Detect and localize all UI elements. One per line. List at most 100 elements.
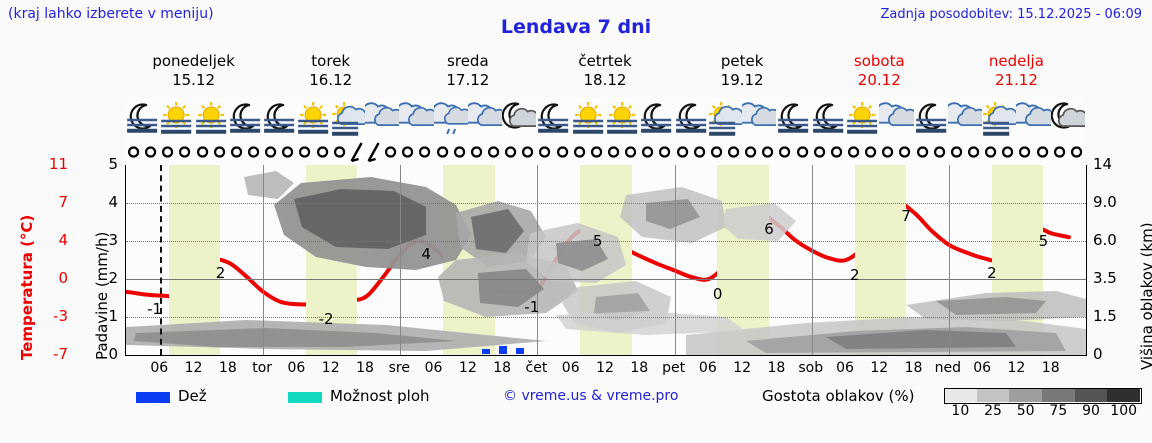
sky-condition-icon-strip bbox=[125, 98, 1085, 140]
cloud-density-number: 100 bbox=[1110, 403, 1138, 419]
day-boundary-gridline bbox=[674, 165, 676, 355]
sky-icon-sun bbox=[296, 98, 330, 140]
precipitation-bar bbox=[482, 349, 490, 354]
precipitation-tick: 3 bbox=[108, 231, 118, 249]
day-date: 18.12 bbox=[583, 71, 627, 89]
wind-calm-icon bbox=[950, 146, 963, 158]
last-updated: Zadnja posodobitev: 15.12.2025 - 06:09 bbox=[880, 7, 1142, 22]
wind-calm-icon bbox=[265, 146, 277, 158]
wind-calm-icon bbox=[556, 146, 568, 158]
cloudheight-tick: 6.0 bbox=[1093, 231, 1117, 249]
sky-icon-moon-cloud bbox=[502, 98, 537, 140]
time-tick: 12 bbox=[184, 360, 203, 376]
sky-icon-sun-cloud bbox=[982, 98, 1017, 140]
wind-calm-icon bbox=[127, 146, 140, 158]
wind-calm-icon bbox=[179, 146, 191, 158]
sky-icon-sun bbox=[194, 98, 228, 140]
wind-calm-icon bbox=[882, 146, 894, 158]
wind-calm-icon bbox=[299, 146, 311, 158]
wind-calm-icon bbox=[333, 146, 345, 158]
precipitation-bar bbox=[516, 348, 525, 354]
cloudheight-axis-title: Višina oblakov (km) bbox=[1138, 222, 1152, 370]
wind-calm-icon bbox=[1053, 146, 1065, 158]
temperature-point-label: 6 bbox=[764, 219, 774, 238]
time-tick: 06 bbox=[424, 360, 443, 376]
sky-icon-moon bbox=[776, 98, 810, 140]
cloudheight-tick: 0 bbox=[1093, 345, 1103, 363]
precipitation-tick: 0 bbox=[108, 345, 118, 363]
wind-calm-icon bbox=[453, 146, 465, 158]
time-tick: 06 bbox=[561, 360, 580, 376]
day-name: nedelja bbox=[988, 52, 1044, 70]
precipitation-tick: 4 bbox=[108, 193, 118, 211]
temperature-tick: 0 bbox=[58, 269, 68, 287]
temperature-tick: -7 bbox=[53, 345, 68, 363]
wind-calm-icon bbox=[916, 146, 928, 158]
cloud-density-swatch bbox=[1042, 388, 1075, 402]
location-menu-note[interactable]: (kraj lahko izberete v meniju) bbox=[8, 6, 214, 22]
day-name: petek bbox=[720, 52, 764, 70]
copyright-link[interactable]: © vreme.us & vreme.pro bbox=[503, 388, 679, 404]
time-tick: 18 bbox=[356, 360, 374, 376]
temperature-tick: -3 bbox=[53, 307, 68, 325]
day-header-ponedeljek: ponedeljek 15.12 bbox=[125, 52, 262, 92]
cloud-density-blob bbox=[556, 239, 608, 271]
cloud-density-scale-border bbox=[944, 388, 1142, 404]
day-date: 19.12 bbox=[720, 71, 764, 89]
wind-symbol-strip bbox=[125, 140, 1085, 164]
wind-calm-icon bbox=[762, 146, 774, 158]
time-tick: 18 bbox=[630, 360, 649, 376]
wind-calm-icon bbox=[847, 146, 860, 158]
showers-legend-swatch bbox=[288, 392, 322, 403]
time-tick: 12 bbox=[733, 360, 752, 376]
cloud-density-number: 90 bbox=[1082, 403, 1100, 419]
cloudheight-tick: 1.5 bbox=[1093, 307, 1117, 325]
temperature-tick: 4 bbox=[58, 231, 68, 249]
time-tick: 06 bbox=[973, 360, 992, 376]
cloud-density-blob bbox=[134, 328, 456, 347]
sky-icon-moon bbox=[125, 98, 159, 140]
sky-icon-sun-cloud bbox=[331, 98, 365, 140]
page-title: Lendava 7 dni bbox=[500, 16, 652, 38]
wind-calm-icon bbox=[487, 146, 500, 158]
wind-calm-icon bbox=[813, 146, 825, 158]
day-date: 16.12 bbox=[309, 71, 353, 89]
temperature-tick: 11 bbox=[48, 155, 68, 173]
wind-calm-icon bbox=[796, 146, 808, 158]
horizontal-gridline bbox=[126, 241, 1086, 242]
sky-icon-cloud bbox=[399, 98, 434, 140]
wind-calm-icon bbox=[865, 146, 877, 158]
wind-calm-icon bbox=[505, 146, 517, 158]
wind-calm-icon bbox=[573, 146, 585, 158]
day-date: 21.12 bbox=[994, 71, 1038, 89]
temperature-point-label: -2 bbox=[318, 310, 334, 329]
wind-calm-icon bbox=[196, 146, 208, 158]
temperature-point-label: 2 bbox=[987, 264, 997, 283]
temperature-point-label: -1 bbox=[147, 300, 163, 319]
temperature-point-label: 0 bbox=[712, 285, 723, 303]
wind-calm-icon bbox=[522, 146, 534, 158]
cloud-density-blob bbox=[826, 330, 1016, 349]
sky-icon-sun bbox=[571, 98, 605, 140]
precipitation-tick: 1 bbox=[108, 307, 118, 325]
day-header-sobota: sobota 20.12 bbox=[811, 52, 948, 92]
time-tick: 12 bbox=[596, 360, 614, 376]
temperature-point-label: 2 bbox=[215, 264, 226, 282]
wind-calm-icon bbox=[659, 146, 671, 158]
cloud-density-number: 75 bbox=[1049, 403, 1068, 419]
day-name: sobota bbox=[853, 52, 905, 70]
cloudheight-tick: 14 bbox=[1093, 155, 1113, 173]
wind-calm-icon bbox=[162, 146, 174, 158]
wind-calm-icon bbox=[693, 146, 705, 158]
cloud-density-swatch bbox=[1009, 388, 1042, 402]
wind-calm-icon bbox=[642, 146, 654, 158]
time-tick: ned bbox=[934, 360, 962, 376]
time-tick: 18 bbox=[1041, 360, 1060, 376]
sky-icon-moon bbox=[811, 98, 845, 140]
time-tick: 18 bbox=[767, 360, 786, 376]
time-tick: sob bbox=[798, 360, 824, 376]
showers-legend-label: Možnost ploh bbox=[330, 387, 430, 405]
cloud-density-blob bbox=[478, 269, 544, 307]
horizontal-gridline bbox=[126, 317, 1086, 318]
cloud-density-swatch bbox=[1107, 388, 1140, 402]
